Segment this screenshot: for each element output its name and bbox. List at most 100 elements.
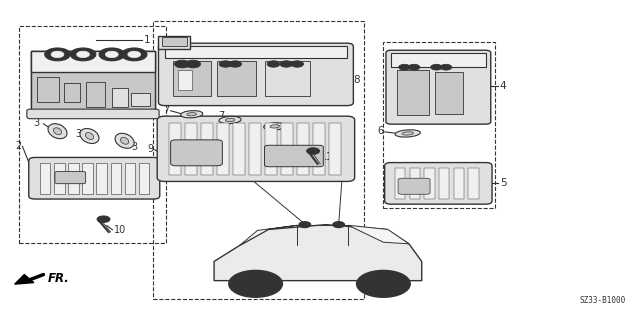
Ellipse shape bbox=[48, 124, 67, 139]
Text: 2: 2 bbox=[15, 141, 21, 151]
Text: FR.: FR. bbox=[48, 272, 70, 285]
Circle shape bbox=[431, 64, 442, 70]
Text: 11: 11 bbox=[321, 152, 334, 162]
Bar bbox=[439, 168, 449, 199]
Bar bbox=[31, 51, 155, 115]
Ellipse shape bbox=[402, 132, 413, 135]
Bar bbox=[410, 168, 420, 199]
FancyBboxPatch shape bbox=[158, 43, 353, 106]
Circle shape bbox=[299, 222, 311, 228]
Bar bbox=[383, 42, 495, 208]
Text: 10: 10 bbox=[114, 225, 126, 235]
Bar bbox=[454, 168, 464, 199]
Text: 3: 3 bbox=[75, 129, 82, 140]
Text: 7: 7 bbox=[219, 111, 225, 121]
Text: 6: 6 bbox=[377, 126, 383, 136]
Text: 7: 7 bbox=[280, 125, 286, 135]
Bar bbox=[185, 123, 197, 175]
Circle shape bbox=[440, 64, 452, 70]
FancyBboxPatch shape bbox=[385, 163, 492, 204]
Ellipse shape bbox=[226, 118, 235, 122]
Text: 3: 3 bbox=[131, 142, 137, 152]
Ellipse shape bbox=[54, 128, 61, 135]
Ellipse shape bbox=[187, 113, 196, 116]
Bar bbox=[397, 70, 429, 115]
Circle shape bbox=[174, 60, 190, 68]
Circle shape bbox=[185, 60, 201, 68]
Bar bbox=[40, 163, 50, 194]
Circle shape bbox=[77, 51, 89, 58]
Bar bbox=[86, 82, 105, 107]
Bar bbox=[313, 123, 325, 175]
Bar bbox=[395, 168, 405, 199]
Ellipse shape bbox=[395, 130, 420, 137]
Ellipse shape bbox=[270, 125, 279, 128]
Polygon shape bbox=[348, 225, 409, 244]
Bar bbox=[68, 163, 79, 194]
Circle shape bbox=[97, 216, 110, 222]
Bar bbox=[329, 123, 341, 175]
Bar bbox=[139, 163, 149, 194]
Bar bbox=[153, 21, 364, 299]
Text: 7: 7 bbox=[163, 105, 169, 115]
Bar bbox=[54, 163, 65, 194]
Bar bbox=[112, 88, 128, 107]
Bar bbox=[178, 70, 192, 90]
Bar bbox=[424, 168, 435, 199]
Circle shape bbox=[267, 61, 280, 67]
Bar bbox=[125, 163, 135, 194]
Polygon shape bbox=[15, 275, 34, 284]
Polygon shape bbox=[240, 225, 297, 245]
Circle shape bbox=[399, 64, 410, 70]
Circle shape bbox=[333, 222, 344, 228]
Bar bbox=[31, 51, 155, 115]
FancyBboxPatch shape bbox=[265, 145, 323, 167]
Bar bbox=[82, 163, 93, 194]
Circle shape bbox=[70, 48, 96, 61]
Circle shape bbox=[357, 270, 410, 297]
Bar bbox=[131, 93, 150, 106]
Circle shape bbox=[369, 277, 397, 291]
FancyBboxPatch shape bbox=[27, 109, 159, 119]
Bar bbox=[158, 36, 190, 49]
Bar bbox=[19, 26, 166, 243]
Bar bbox=[162, 37, 187, 46]
FancyBboxPatch shape bbox=[171, 140, 222, 166]
Text: 4: 4 bbox=[500, 81, 506, 92]
Bar bbox=[435, 72, 463, 114]
Bar bbox=[111, 163, 121, 194]
Bar bbox=[217, 123, 229, 175]
Ellipse shape bbox=[80, 129, 99, 143]
Ellipse shape bbox=[219, 116, 241, 124]
Text: 8: 8 bbox=[353, 75, 360, 85]
Bar bbox=[169, 123, 181, 175]
Circle shape bbox=[128, 51, 141, 58]
Bar bbox=[265, 61, 310, 96]
Circle shape bbox=[121, 48, 147, 61]
Circle shape bbox=[307, 148, 320, 154]
Bar bbox=[31, 51, 155, 72]
FancyBboxPatch shape bbox=[398, 178, 430, 194]
Text: 3: 3 bbox=[33, 118, 40, 128]
Ellipse shape bbox=[264, 123, 286, 130]
Circle shape bbox=[280, 61, 293, 67]
Circle shape bbox=[105, 51, 118, 58]
Bar bbox=[468, 168, 479, 199]
Circle shape bbox=[51, 51, 64, 58]
Circle shape bbox=[408, 64, 420, 70]
Bar bbox=[165, 46, 347, 58]
Circle shape bbox=[242, 277, 270, 291]
Circle shape bbox=[229, 270, 282, 297]
Circle shape bbox=[219, 61, 232, 67]
Text: SZ33-B1000: SZ33-B1000 bbox=[580, 296, 626, 305]
Ellipse shape bbox=[115, 133, 134, 148]
Circle shape bbox=[99, 48, 125, 61]
Text: 5: 5 bbox=[500, 178, 506, 188]
Bar bbox=[64, 83, 80, 102]
Polygon shape bbox=[214, 225, 422, 281]
Ellipse shape bbox=[181, 111, 203, 118]
Bar bbox=[265, 123, 277, 175]
Text: 1: 1 bbox=[144, 35, 150, 45]
Ellipse shape bbox=[86, 132, 93, 140]
Circle shape bbox=[45, 48, 70, 61]
